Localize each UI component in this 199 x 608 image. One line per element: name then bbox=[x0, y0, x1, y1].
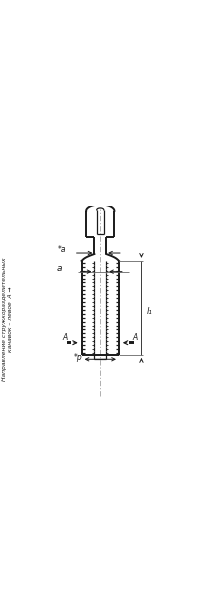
Text: a: a bbox=[56, 264, 62, 273]
Text: l₁: l₁ bbox=[146, 307, 152, 316]
Text: A: A bbox=[62, 333, 67, 342]
Text: Направление стружкоразделительных
канавок – левое  A →: Направление стружкоразделительных канаво… bbox=[2, 258, 13, 381]
Text: *a: *a bbox=[58, 246, 67, 254]
Text: A: A bbox=[132, 333, 137, 342]
Text: *p: *p bbox=[74, 353, 83, 362]
